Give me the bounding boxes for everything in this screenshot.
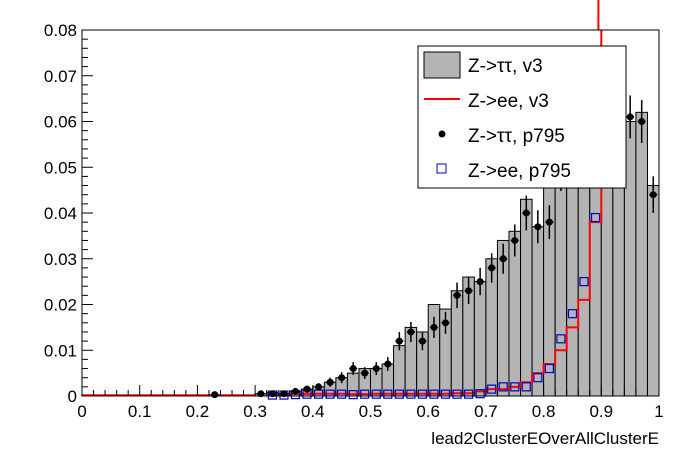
ztautau-p795-point xyxy=(522,209,530,217)
ztautau-p795-point xyxy=(211,391,219,399)
ztautau-p795-point xyxy=(315,383,323,391)
zee-p795-marker xyxy=(590,212,601,223)
ztautau-p795-point xyxy=(372,365,380,373)
zee-p795-marker xyxy=(579,277,589,287)
y-tick-label: 0.01 xyxy=(44,341,77,360)
legend-swatch-point xyxy=(438,130,446,138)
legend-label-series-2: Z->ee, v3 xyxy=(468,91,549,112)
ztautau-p795-point xyxy=(626,113,634,121)
zee-p795-marker xyxy=(337,389,347,399)
ztautau-p795-point xyxy=(534,223,542,231)
y-tick-label: 0.02 xyxy=(44,296,77,315)
y-tick-label: 0.06 xyxy=(44,113,77,132)
ztautau-p795-point xyxy=(303,385,311,393)
ztautau-p795-point xyxy=(430,323,438,331)
x-tick-label: 0.1 xyxy=(128,402,152,421)
x-tick-label: 0.9 xyxy=(589,402,613,421)
zee-p795-marker xyxy=(348,390,358,400)
legend-swatch-box xyxy=(436,163,447,174)
x-axis-title: lead2ClusterEOverAllClusterE xyxy=(431,429,659,448)
ztautau-p795-point xyxy=(511,236,519,244)
ztautau-v3-bar xyxy=(646,185,660,397)
zee-p795-marker xyxy=(394,389,404,399)
ztautau-v3-bar xyxy=(543,162,556,397)
legend-label-series-1: Z->ττ, v3 xyxy=(468,56,543,77)
ztautau-v3-bar xyxy=(473,281,487,397)
y-axis-ticks: 0 0.01 0.02 0.03 0.04 0.05 0.06 0.07 0.08 xyxy=(44,21,93,406)
series-layer xyxy=(82,0,660,400)
ztautau-v3-bar xyxy=(393,345,406,397)
ztautau-p795-point xyxy=(499,255,507,263)
zee-p795-marker xyxy=(406,389,416,399)
zee-p795-marker xyxy=(371,389,381,399)
ztautau-p795-point xyxy=(442,319,450,327)
zee-p795-marker xyxy=(567,309,578,319)
zee-p795-marker xyxy=(533,373,543,383)
ztautau-p795-point xyxy=(291,387,299,395)
ztautau-p795-point xyxy=(545,218,553,226)
y-tick-label: 0.07 xyxy=(44,67,77,86)
zee-p795-marker xyxy=(417,389,428,399)
zee-p795-marker xyxy=(475,389,485,399)
zee-p795-marker xyxy=(521,382,531,392)
y-tick-label: 0.04 xyxy=(44,204,77,223)
legend-label-series-4: Z->ee, p795 xyxy=(468,161,571,182)
ztautau-p795-point xyxy=(338,374,346,382)
ztautau-v3-bar xyxy=(635,111,648,397)
y-tick-label: 0.08 xyxy=(44,21,77,40)
zee-p795-marker xyxy=(452,389,462,399)
ztautau-p795-point xyxy=(649,191,657,199)
x-tick-label: 0.2 xyxy=(186,402,210,421)
ztautau-p795-point xyxy=(453,291,461,299)
zee-p795-marker xyxy=(325,389,335,399)
x-tick-label: 0.4 xyxy=(301,402,325,421)
x-tick-label: 1 xyxy=(654,402,663,421)
ztautau-p795-point xyxy=(407,328,415,336)
zee-v3-line xyxy=(265,30,603,396)
y-tick-label: 0 xyxy=(68,387,77,406)
ztautau-p795-point xyxy=(257,390,265,398)
x-tick-label: 0.5 xyxy=(359,402,383,421)
y-tick-label: 0.03 xyxy=(44,250,77,269)
legend-label-series-3: Z->ττ, p795 xyxy=(468,126,565,147)
x-tick-label: 0.7 xyxy=(474,402,498,421)
ztautau-p795-point xyxy=(361,369,369,377)
ztautau-v3-bar xyxy=(554,162,568,397)
x-tick-label: 0.3 xyxy=(243,402,267,421)
ztautau-p795-point xyxy=(395,337,403,345)
ztautau-p795-point xyxy=(476,278,484,286)
y-tick-label: 0.05 xyxy=(44,158,77,177)
ztautau-v3-bar xyxy=(531,226,545,397)
zee-p795-marker xyxy=(510,382,520,392)
zee-p795-marker xyxy=(556,334,566,344)
zee-p795-marker xyxy=(360,389,370,399)
zee-p795-marker xyxy=(463,389,474,399)
x-axis-ticks: 0 0.1 0.2 0.3 0.4 0.5 0.6 0.7 0.8 0.9 1 xyxy=(77,385,664,421)
ztautau-p795-point xyxy=(280,390,288,398)
legend: Z->ττ, v3 Z->ee, v3 Z->ττ, p795 Z->ee, p… xyxy=(417,45,627,189)
zee-p795-marker xyxy=(440,389,451,399)
zee-p795-marker xyxy=(383,389,393,399)
ztautau-p795-point xyxy=(465,287,473,295)
ztautau-p795-point xyxy=(349,365,357,373)
ztautau-p795-point xyxy=(326,378,334,386)
x-tick-label: 0.6 xyxy=(416,402,440,421)
ztautau-p795-point xyxy=(418,337,426,345)
ztautau-p795-point xyxy=(488,264,496,272)
x-tick-label: 0.8 xyxy=(532,402,556,421)
zee-p795-marker xyxy=(429,389,439,399)
x-tick-label: 0 xyxy=(77,402,86,421)
ztautau-v3-bar xyxy=(566,157,579,397)
legend-swatch-filled-histogram xyxy=(423,51,461,79)
zee-p795-marker xyxy=(487,384,497,394)
ztautau-p795-point xyxy=(268,390,276,398)
ztautau-p795-point xyxy=(638,118,646,125)
ztautau-p795-point xyxy=(384,360,392,368)
zee-p795-marker xyxy=(498,382,508,392)
zee-p795-marker xyxy=(544,363,554,374)
